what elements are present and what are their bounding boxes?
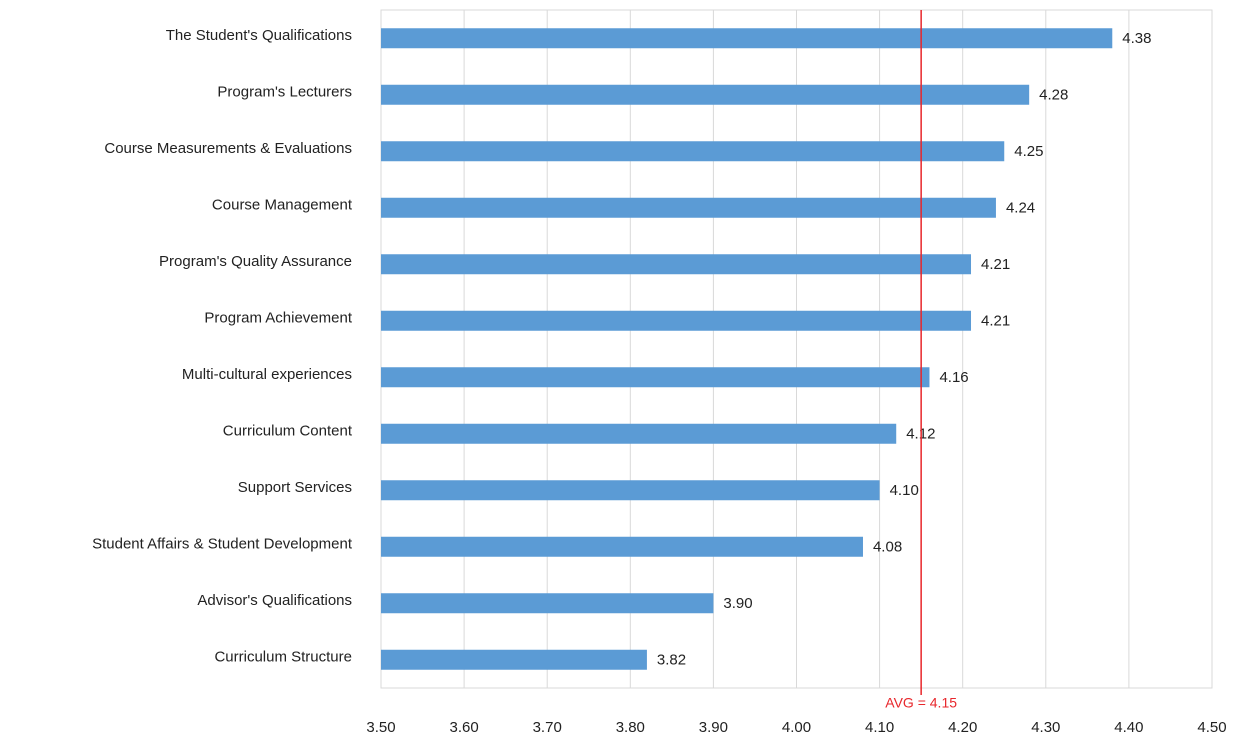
category-label: Multi-cultural experiences <box>182 366 352 383</box>
category-label: Program's Lecturers <box>217 84 352 101</box>
category-label: Curriculum Structure <box>214 649 352 666</box>
category-label: Program Achievement <box>204 310 352 327</box>
category-label: Program's Quality Assurance <box>159 253 352 270</box>
category-label: Support Services <box>238 479 352 496</box>
category-label: Course Measurements & Evaluations <box>104 140 352 157</box>
x-tick-label: 4.50 <box>1197 719 1226 736</box>
bar <box>381 84 1030 105</box>
bar <box>381 310 972 331</box>
value-label: 4.28 <box>1039 87 1068 104</box>
bar <box>381 197 996 218</box>
x-tick-label: 4.30 <box>1031 719 1060 736</box>
x-tick-label: 3.50 <box>366 719 395 736</box>
bar <box>381 254 972 275</box>
bar <box>381 593 714 614</box>
category-label: Student Affairs & Student Development <box>92 536 353 553</box>
x-tick-label: 3.60 <box>449 719 478 736</box>
x-tick-label: 4.10 <box>865 719 894 736</box>
bar <box>381 423 897 444</box>
avg-label: AVG = 4.15 <box>885 695 957 711</box>
category-label: Course Management <box>212 197 353 214</box>
bar <box>381 141 1005 162</box>
bar <box>381 536 863 557</box>
value-label: 3.90 <box>723 595 752 612</box>
x-tick-label: 4.20 <box>948 719 977 736</box>
x-tick-label: 3.70 <box>533 719 562 736</box>
value-label: 4.25 <box>1014 143 1043 160</box>
value-label: 4.21 <box>981 313 1010 330</box>
x-tick-label: 3.80 <box>616 719 645 736</box>
bar <box>381 649 647 670</box>
category-label: Advisor's Qualifications <box>197 592 352 609</box>
value-label: 4.24 <box>1006 200 1035 217</box>
value-label: 4.21 <box>981 256 1010 273</box>
value-label: 3.82 <box>657 652 686 669</box>
bar <box>381 480 880 501</box>
value-label: 4.10 <box>890 482 919 499</box>
category-label: The Student's Qualifications <box>166 27 352 44</box>
value-label: 4.16 <box>939 369 968 386</box>
x-tick-label: 4.00 <box>782 719 811 736</box>
value-label: 4.08 <box>873 539 902 556</box>
bar <box>381 367 930 388</box>
bar <box>381 28 1113 49</box>
category-label: Curriculum Content <box>223 423 353 440</box>
x-tick-label: 3.90 <box>699 719 728 736</box>
x-tick-label: 4.40 <box>1114 719 1143 736</box>
value-label: 4.38 <box>1122 30 1151 47</box>
